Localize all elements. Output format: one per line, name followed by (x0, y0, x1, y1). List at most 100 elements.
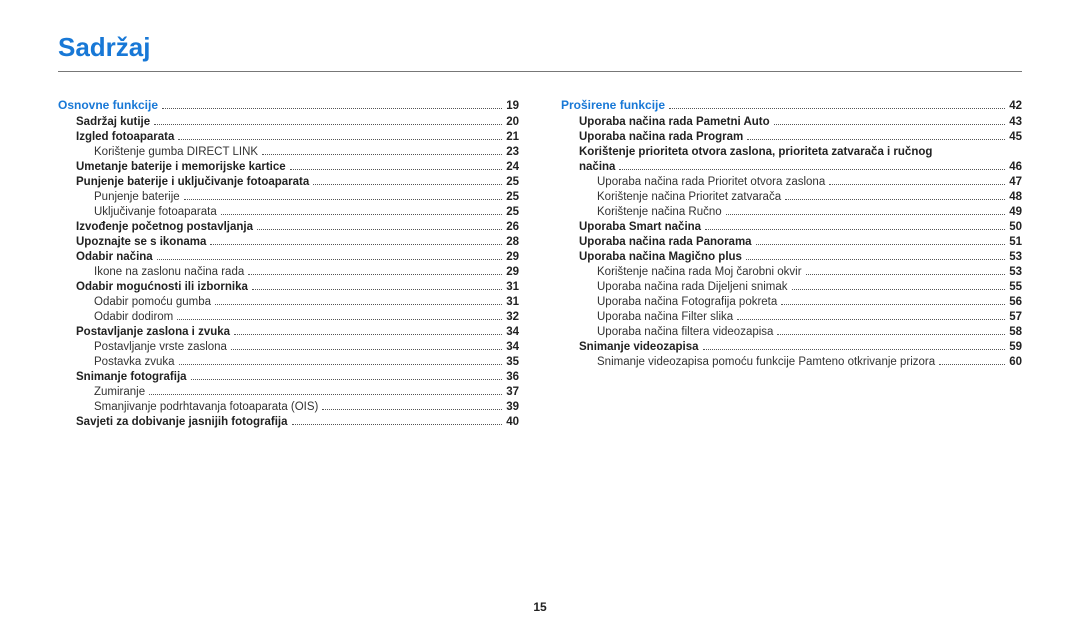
toc-label: Uporaba načina rada Program (579, 131, 743, 143)
toc-label: Postavljanje zaslona i zvuka (76, 326, 230, 338)
toc-row: Korištenje gumba DIRECT LINK23 (58, 146, 519, 158)
leader-dots (154, 124, 502, 125)
toc-page: 46 (1009, 161, 1022, 173)
toc-page: 29 (506, 266, 519, 278)
toc-label: Snimanje videozapisa pomoću funkcije Pam… (597, 356, 935, 368)
toc-page: 47 (1009, 176, 1022, 188)
leader-dots (210, 244, 502, 245)
leader-dots (705, 229, 1005, 230)
toc-page: 28 (506, 236, 519, 248)
toc-label: Snimanje fotografija (76, 371, 187, 383)
leader-dots (157, 259, 503, 260)
toc-label: Korištenje načina Ručno (597, 206, 722, 218)
toc-label: Punjenje baterije (94, 191, 180, 203)
toc-row: Umetanje baterije i memorijske kartice24 (58, 161, 519, 173)
toc-label: Odabir načina (76, 251, 153, 263)
leader-dots (292, 424, 503, 425)
toc-label: Savjeti za dobivanje jasnijih fotografij… (76, 416, 288, 428)
page-number: 15 (0, 600, 1080, 614)
toc-page: 57 (1009, 311, 1022, 323)
toc-row: Zumiranje 37 (58, 386, 519, 398)
toc-label: Uporaba načina Magično plus (579, 251, 742, 263)
leader-dots (756, 244, 1006, 245)
toc-row: Snimanje fotografija 36 (58, 371, 519, 383)
toc-columns: Osnovne funkcije 19 Sadržaj kutije 20 Izgl… (58, 98, 1022, 431)
leader-dots (149, 394, 502, 395)
toc-page: 43 (1009, 116, 1022, 128)
toc-page: 48 (1009, 191, 1022, 203)
leader-dots (234, 334, 502, 335)
toc-label: Sadržaj kutije (76, 116, 150, 128)
leader-dots (231, 349, 502, 350)
toc-page: 34 (506, 341, 519, 353)
toc-row: Korištenje prioriteta otvora zaslona, pr… (561, 146, 1022, 158)
toc-label: Zumiranje (94, 386, 145, 398)
left-column: Osnovne funkcije 19 Sadržaj kutije 20 Izgl… (58, 98, 519, 431)
toc-page: 37 (506, 386, 519, 398)
toc-row: Postavka zvuka 35 (58, 356, 519, 368)
leader-dots (774, 124, 1006, 125)
toc-page: 58 (1009, 326, 1022, 338)
leader-dots (257, 229, 502, 230)
toc-label: Korištenje načina Prioritet zatvarača (597, 191, 781, 203)
leader-dots (290, 169, 503, 170)
leader-dots (781, 304, 1005, 305)
toc-label: Odabir pomoću gumba (94, 296, 211, 308)
leader-dots (252, 289, 502, 290)
toc-page: 53 (1009, 251, 1022, 263)
right-column: Proširene funkcije 42 Uporaba načina rad… (561, 98, 1022, 431)
toc-label: Uporaba načina filtera videozapisa (597, 326, 773, 338)
page-title: Sadržaj (58, 32, 1022, 72)
toc-page: 39 (506, 401, 519, 413)
toc-label: Umetanje baterije i memorijske kartice (76, 161, 286, 173)
leader-dots (262, 154, 502, 155)
section-page: 19 (506, 100, 519, 112)
toc-row: Uporaba načina rada Panorama51 (561, 236, 1022, 248)
leader-dots (221, 214, 502, 215)
section-label: Osnovne funkcije (58, 98, 158, 112)
toc-row: Uporaba Smart načina50 (561, 221, 1022, 233)
toc-row: Odabir mogućnosti ili izbornika 31 (58, 281, 519, 293)
toc-row: Korištenje načina rada Moj čarobni okvir… (561, 266, 1022, 278)
toc-row: Snimanje videozapisa pomoću funkcije Pam… (561, 356, 1022, 368)
toc-page: 36 (506, 371, 519, 383)
toc-row: Uporaba načina rada Dijeljeni snimak55 (561, 281, 1022, 293)
toc-page: 49 (1009, 206, 1022, 218)
toc-page: 31 (506, 296, 519, 308)
toc-row: Odabir načina 29 (58, 251, 519, 263)
toc-label: Postavljanje vrste zaslona (94, 341, 227, 353)
toc-row: Savjeti za dobivanje jasnijih fotografij… (58, 416, 519, 428)
leader-dots (806, 274, 1006, 275)
leader-dots (322, 409, 502, 410)
leader-dots (746, 259, 1005, 260)
toc-label: Odabir mogućnosti ili izbornika (76, 281, 248, 293)
leader-dots (191, 379, 503, 380)
leader-dots (939, 364, 1005, 365)
toc-label: Uporaba načina Fotografija pokreta (597, 296, 777, 308)
toc-page: 31 (506, 281, 519, 293)
toc-page: 56 (1009, 296, 1022, 308)
toc-label: Uporaba načina rada Prioritet otvora zas… (597, 176, 825, 188)
toc-label: Ikone na zaslonu načina rada (94, 266, 244, 278)
toc-label: Uporaba načina rada Panorama (579, 236, 752, 248)
toc-label: Korištenje prioriteta otvora zaslona, pr… (579, 146, 932, 158)
toc-page: 20 (506, 116, 519, 128)
section-heading: Proširene funkcije 42 (561, 98, 1022, 112)
toc-row: Uporaba načina rada Prioritet otvora zas… (561, 176, 1022, 188)
toc-row: Izvođenje početnog postavljanja26 (58, 221, 519, 233)
section-page: 42 (1009, 100, 1022, 112)
leader-dots (669, 108, 1005, 109)
toc-label: Izgled fotoaparata (76, 131, 174, 143)
toc-label: Korištenje gumba DIRECT LINK (94, 146, 258, 158)
toc-page: 29 (506, 251, 519, 263)
leader-dots (737, 319, 1005, 320)
toc-row: Izgled fotoaparata21 (58, 131, 519, 143)
leader-dots (703, 349, 1006, 350)
toc-page: 35 (506, 356, 519, 368)
toc-row: Korištenje načina Prioritet zatvarača 48 (561, 191, 1022, 203)
toc-label: Postavka zvuka (94, 356, 175, 368)
leader-dots (785, 199, 1005, 200)
toc-row: Uporaba načina filtera videozapisa 58 (561, 326, 1022, 338)
toc-label: Uporaba Smart načina (579, 221, 701, 233)
toc-label: Izvođenje početnog postavljanja (76, 221, 253, 233)
